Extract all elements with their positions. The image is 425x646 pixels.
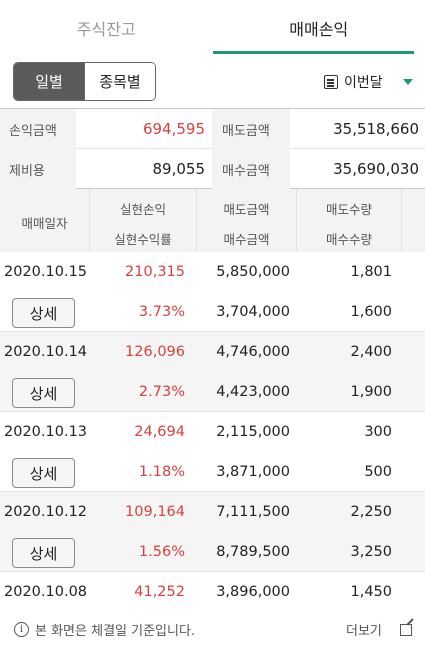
row-sell-qty: 1,450: [350, 584, 392, 600]
row-buy-qty: 3,250: [350, 544, 392, 560]
more-link[interactable]: 더보기: [346, 623, 382, 639]
row-realized-rate: 3.73%: [138, 304, 185, 320]
dropdown-caret-icon: [402, 79, 413, 85]
header-sell-qty: 매도수량: [325, 202, 372, 217]
table-row: 2020.10.13 24,694 2,115,000 300 상세 1.18%…: [0, 412, 425, 492]
row-realized-pl: 210,315: [125, 264, 185, 280]
row-realized-pl: 24,694: [134, 424, 185, 440]
row-date: 2020.10.13: [4, 424, 88, 440]
sell-amount-value: 35,518,660: [333, 120, 419, 138]
row-buy-qty: 1,600: [350, 304, 392, 320]
row-buy-amount: 3,704,000: [216, 304, 290, 320]
table-header: 매매일자 실현손익 실현수익률 매도금액 매수금액 매도수량 매수수량: [0, 189, 425, 252]
row-buy-qty: 1,900: [350, 384, 392, 400]
row-realized-rate: 2.73%: [138, 384, 185, 400]
header-sell-amount: 매도금액: [223, 202, 270, 217]
detail-button[interactable]: 상세: [12, 458, 75, 488]
table-row: 2020.10.12 109,164 7,111,500 2,250 상세 1.…: [0, 492, 425, 572]
row-sell-amount: 3,896,000: [216, 584, 290, 600]
header-buy-amount: 매수금액: [223, 232, 270, 247]
row-sell-qty: 1,801: [350, 264, 392, 280]
header-extra: [402, 189, 425, 252]
row-buy-amount: 8,789,500: [216, 544, 290, 560]
row-sell-amount: 7,111,500: [216, 504, 290, 520]
period-label: 이번달: [344, 75, 383, 91]
daily-button[interactable]: 일별: [14, 63, 84, 100]
row-sell-amount: 5,850,000: [216, 264, 290, 280]
by-stock-button[interactable]: 종목별: [84, 63, 155, 100]
header-buy-qty: 매수수량: [325, 232, 372, 247]
profit-label: 손익금액: [0, 109, 76, 149]
header-realized: 실현손익 실현수익률: [90, 189, 197, 252]
calendar-icon: [324, 75, 338, 89]
row-realized-pl: 109,164: [125, 504, 185, 520]
row-sell-qty: 300: [364, 424, 392, 440]
sell-amount-label: 매도금액: [212, 109, 290, 149]
profit-value: 694,595: [142, 120, 205, 138]
row-date: 2020.10.12: [4, 504, 88, 520]
row-sell-amount: 4,746,000: [216, 344, 290, 360]
row-realized-pl: 41,252: [134, 584, 185, 600]
table-row: 2020.10.08 41,252 3,896,000 1,450: [0, 572, 425, 610]
row-sell-amount: 2,115,000: [216, 424, 290, 440]
footer-notice: 본 화면은 체결일 기준입니다.: [35, 623, 196, 639]
buy-amount-value: 35,690,030: [333, 160, 419, 178]
table-row: 2020.10.15 210,315 5,850,000 1,801 상세 3.…: [0, 252, 425, 332]
header-realized-rate: 실현수익률: [114, 232, 172, 247]
footer: i 본 화면은 체결일 기준입니다. 더보기: [0, 612, 425, 646]
row-realized-rate: 1.18%: [138, 464, 185, 480]
header-realized-pl: 실현손익: [119, 202, 166, 217]
row-buy-qty: 500: [364, 464, 392, 480]
fee-value: 89,055: [152, 160, 206, 178]
row-date: 2020.10.14: [4, 344, 88, 360]
row-sell-qty: 2,250: [350, 504, 392, 520]
table-row: 2020.10.14 126,096 4,746,000 2,400 상세 2.…: [0, 332, 425, 412]
table-body[interactable]: 2020.10.15 210,315 5,850,000 1,801 상세 3.…: [0, 252, 425, 610]
period-dropdown[interactable]: 이번달: [324, 70, 413, 94]
detail-button[interactable]: 상세: [12, 378, 75, 408]
tab-stock-balance[interactable]: 주식잔고: [76, 20, 136, 39]
summary-panel: 손익금액 694,595 매도금액 35,518,660 제비용 89,055 …: [0, 108, 425, 189]
row-date: 2020.10.08: [4, 584, 88, 600]
info-icon: i: [14, 621, 29, 637]
row-date: 2020.10.15: [4, 264, 88, 280]
detail-button[interactable]: 상세: [12, 538, 75, 568]
view-mode-toggle: 일별 종목별: [13, 62, 156, 101]
detail-button[interactable]: 상세: [12, 298, 75, 328]
tab-trading-pl[interactable]: 매매손익: [212, 0, 425, 56]
row-buy-amount: 4,423,000: [216, 384, 290, 400]
row-realized-pl: 126,096: [125, 344, 185, 360]
header-qty: 매도수량 매수수량: [297, 189, 402, 252]
header-date: 매매일자: [0, 189, 90, 252]
tab-bar: 주식잔고 매매손익: [0, 0, 425, 56]
row-buy-amount: 3,871,000: [216, 464, 290, 480]
header-amount: 매도금액 매수금액: [197, 189, 297, 252]
external-link-icon[interactable]: [400, 624, 412, 636]
fee-label: 제비용: [0, 149, 76, 189]
row-sell-qty: 2,400: [350, 344, 392, 360]
buy-amount-label: 매수금액: [212, 149, 290, 189]
row-realized-rate: 1.56%: [138, 544, 185, 560]
